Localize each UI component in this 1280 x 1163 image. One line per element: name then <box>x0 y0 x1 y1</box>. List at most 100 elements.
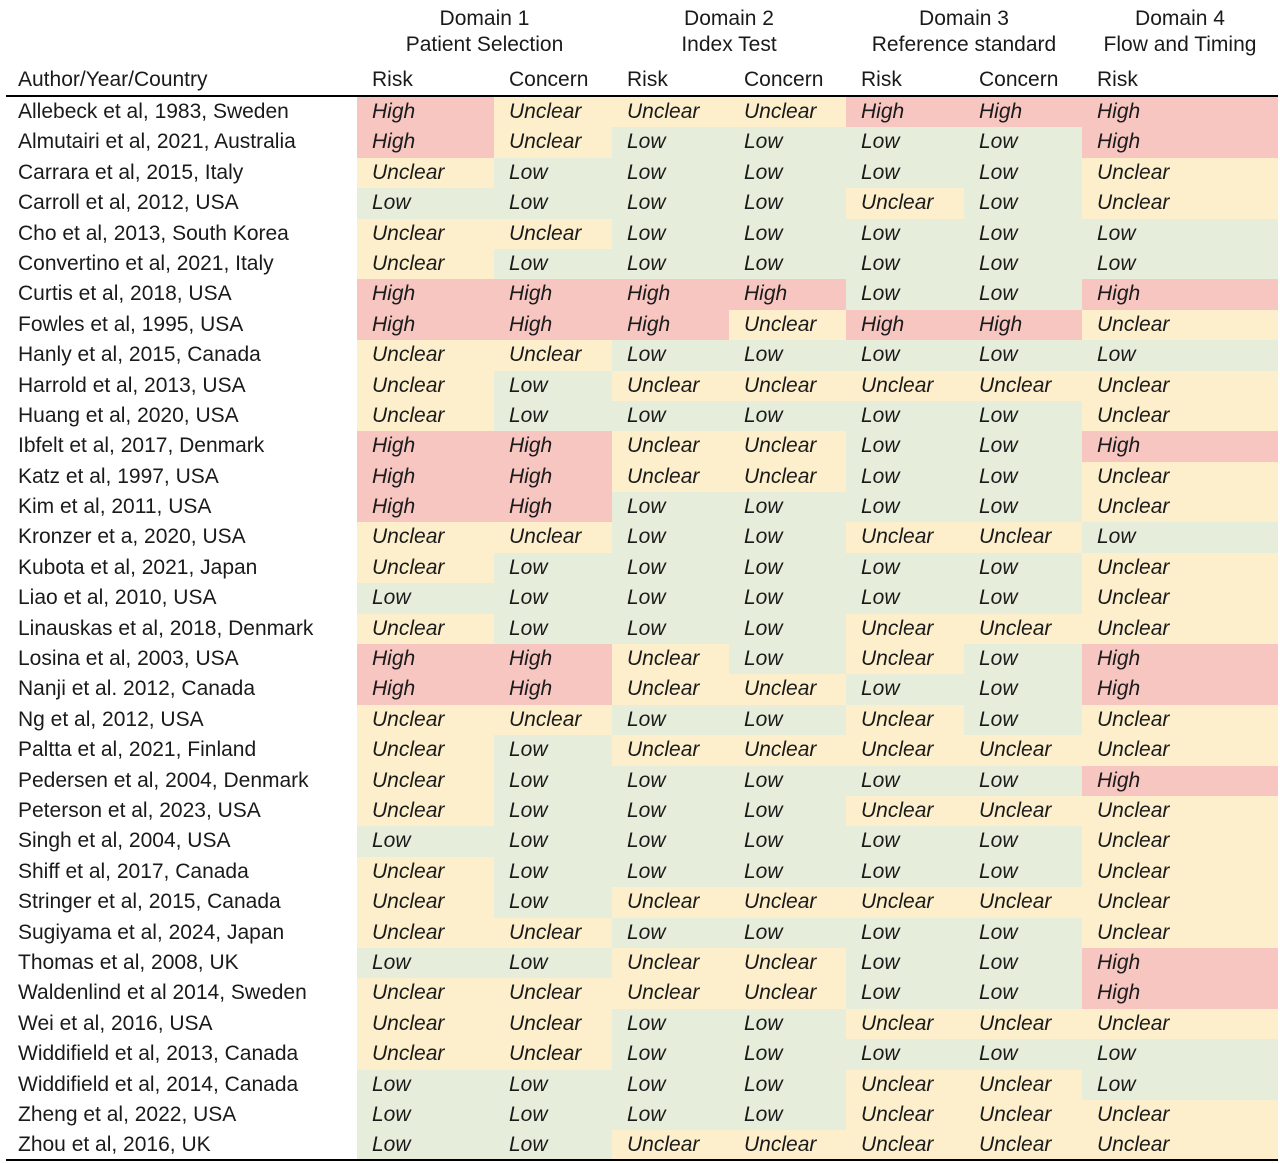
rating-cell-d2-risk: Low <box>612 583 729 614</box>
rating-cell-d4-risk: Unclear <box>1082 917 1278 948</box>
rating-cell-d1-concern: High <box>494 461 612 493</box>
table-row: Allebeck et al, 1983, Sweden High Unclear U… <box>0 97 1280 128</box>
table-row: Shiff et al, 2017, Canada Unclear Low Low Lo… <box>0 856 1280 888</box>
rating-cell-d3-risk: Unclear <box>846 644 964 675</box>
row-author: Peterson et al, 2023, USA <box>18 798 261 822</box>
rating-cell-d1-risk: High <box>357 127 494 158</box>
rating-cell-d1-risk: Low <box>357 1130 494 1161</box>
rating-cell-d3-risk: Low <box>846 765 964 796</box>
rating-cell-d3-concern: Low <box>964 947 1082 979</box>
rating-cell-d1-risk: Unclear <box>357 856 494 888</box>
table-row: Linauskas et al, 2018, Denmark Unclear Low… <box>0 613 1280 645</box>
subcol-d2-risk: Risk <box>627 68 668 91</box>
rating-cell-d2-concern: Low <box>729 522 846 553</box>
rating-cell-d3-risk: Low <box>846 431 964 462</box>
rating-cell-d3-risk: Unclear <box>846 1099 964 1131</box>
rating-cell-d2-concern: Unclear <box>729 735 846 766</box>
rating-cell-d3-concern: Unclear <box>964 522 1082 553</box>
rating-cell-d3-concern: Low <box>964 400 1082 432</box>
rating-cell-d2-risk: Low <box>612 248 729 280</box>
table-row: Zheng et al, 2022, USA Low Low Low Low Unclea… <box>0 1099 1280 1131</box>
rating-cell-d3-concern: High <box>964 97 1082 128</box>
rating-cell-d1-concern: High <box>494 674 612 705</box>
rating-cell-d3-risk: Low <box>846 279 964 310</box>
rating-cell-d1-concern: Unclear <box>494 218 612 249</box>
rating-cell-d3-concern: Low <box>964 856 1082 888</box>
rating-cell-d1-concern: Low <box>494 947 612 979</box>
rating-cell-d1-risk: Low <box>357 188 494 219</box>
rating-cell-d1-concern: Low <box>494 583 612 614</box>
row-author: Convertino et al, 2021, Italy <box>18 251 274 275</box>
rating-cell-d4-risk: Unclear <box>1082 735 1278 766</box>
rating-cell-d1-risk: Low <box>357 947 494 979</box>
table-row: Paltta et al, 2021, Finland Unclear Low Unc… <box>0 735 1280 766</box>
rating-cell-d2-risk: Unclear <box>612 1130 729 1161</box>
rating-cell-d4-risk: High <box>1082 947 1278 979</box>
domain-3-subtitle: Reference standard <box>871 33 1057 56</box>
rating-cell-d2-risk: Unclear <box>612 674 729 705</box>
domain-2-header: Domain 2 Index Test <box>612 6 846 58</box>
table-body: Allebeck et al, 1983, Sweden High Unclear U… <box>0 97 1280 1161</box>
rating-cell-d2-risk: Low <box>612 765 729 796</box>
rating-cell-d2-concern: Unclear <box>729 461 846 493</box>
table-row: Kim et al, 2011, USA High High Low Low Low Low… <box>0 492 1280 523</box>
subcol-d1-risk: Risk <box>372 68 413 91</box>
rating-cell-d3-risk: High <box>846 97 964 128</box>
rating-cell-d1-concern: Low <box>494 795 612 827</box>
rating-cell-d2-risk: Unclear <box>612 431 729 462</box>
table-row: Kronzer et a, 2020, USA Unclear Unclear Low… <box>0 522 1280 553</box>
row-author: Allebeck et al, 1983, Sweden <box>18 100 289 123</box>
rating-cell-d2-risk: Low <box>612 1099 729 1131</box>
table-row: Peterson et al, 2023, USA Unclear Low Low Lo… <box>0 795 1280 827</box>
row-author: Carrara et al, 2015, Italy <box>18 160 244 184</box>
rating-cell-d2-risk: Low <box>612 1039 729 1070</box>
rating-cell-d1-concern: Low <box>494 400 612 432</box>
row-author: Paltta et al, 2021, Finland <box>18 738 257 762</box>
table-row: Waldenlind et al 2014, Sweden Unclear Uncl… <box>0 978 1280 1009</box>
rating-cell-d1-risk: Low <box>357 1099 494 1131</box>
table-row: Huang et al, 2020, USA Unclear Low Low Low Lo… <box>0 400 1280 432</box>
rating-cell-d1-risk: Unclear <box>357 887 494 918</box>
table-row: Harrold et al, 2013, USA Unclear Low Unclea… <box>0 370 1280 401</box>
rating-cell-d2-risk: Unclear <box>612 947 729 979</box>
rating-cell-d1-concern: Low <box>494 248 612 280</box>
rating-cell-d1-concern: High <box>494 492 612 523</box>
rating-cell-d3-risk: Low <box>846 978 964 1009</box>
rating-cell-d2-risk: Low <box>612 1008 729 1040</box>
rating-cell-d1-concern: High <box>494 309 612 341</box>
rating-cell-d3-concern: Low <box>964 826 1082 857</box>
rating-cell-d4-risk: Low <box>1082 218 1278 249</box>
rating-cell-d4-risk: High <box>1082 279 1278 310</box>
rating-cell-d3-risk: Unclear <box>846 370 964 401</box>
rating-cell-d4-risk: Low <box>1082 522 1278 553</box>
rating-cell-d2-risk: Unclear <box>612 461 729 493</box>
rating-cell-d2-risk: High <box>612 309 729 341</box>
table-row: Sugiyama et al, 2024, Japan Unclear Unclea… <box>0 917 1280 948</box>
rating-cell-d3-concern: Low <box>964 218 1082 249</box>
rating-cell-d4-risk: High <box>1082 644 1278 675</box>
rating-cell-d2-concern: Unclear <box>729 431 846 462</box>
rating-cell-d1-risk: High <box>357 644 494 675</box>
subcol-d4-risk: Risk <box>1097 68 1138 91</box>
rating-cell-d4-risk: Low <box>1082 1069 1278 1100</box>
row-author: Cho et al, 2013, South Korea <box>18 221 289 245</box>
rating-cell-d1-risk: Unclear <box>357 522 494 553</box>
row-author: Pedersen et al, 2004, Denmark <box>18 768 309 792</box>
table-row: Almutairi et al, 2021, Australia High Uncl… <box>0 127 1280 158</box>
row-author: Sugiyama et al, 2024, Japan <box>18 920 285 944</box>
domain-4-title: Domain 4 <box>1135 7 1225 30</box>
rating-cell-d1-concern: Unclear <box>494 978 612 1009</box>
rating-cell-d1-risk: Unclear <box>357 400 494 432</box>
rating-cell-d3-risk: Low <box>846 340 964 371</box>
rating-cell-d2-concern: Unclear <box>729 887 846 918</box>
rating-cell-d4-risk: Unclear <box>1082 1008 1278 1040</box>
rating-cell-d2-concern: Low <box>729 1039 846 1070</box>
table-row: Nanji et al. 2012, Canada High High Unclear… <box>0 674 1280 705</box>
table-row: Ng et al, 2012, USA Unclear Unclear Low Low U… <box>0 704 1280 736</box>
row-author: Curtis et al, 2018, USA <box>18 282 232 306</box>
rating-cell-d1-risk: High <box>357 492 494 523</box>
table-row: Carrara et al, 2015, Italy Unclear Low Low L… <box>0 157 1280 189</box>
rating-cell-d1-concern: Low <box>494 887 612 918</box>
rating-cell-d2-risk: Low <box>612 917 729 948</box>
rating-cell-d4-risk: Unclear <box>1082 795 1278 827</box>
